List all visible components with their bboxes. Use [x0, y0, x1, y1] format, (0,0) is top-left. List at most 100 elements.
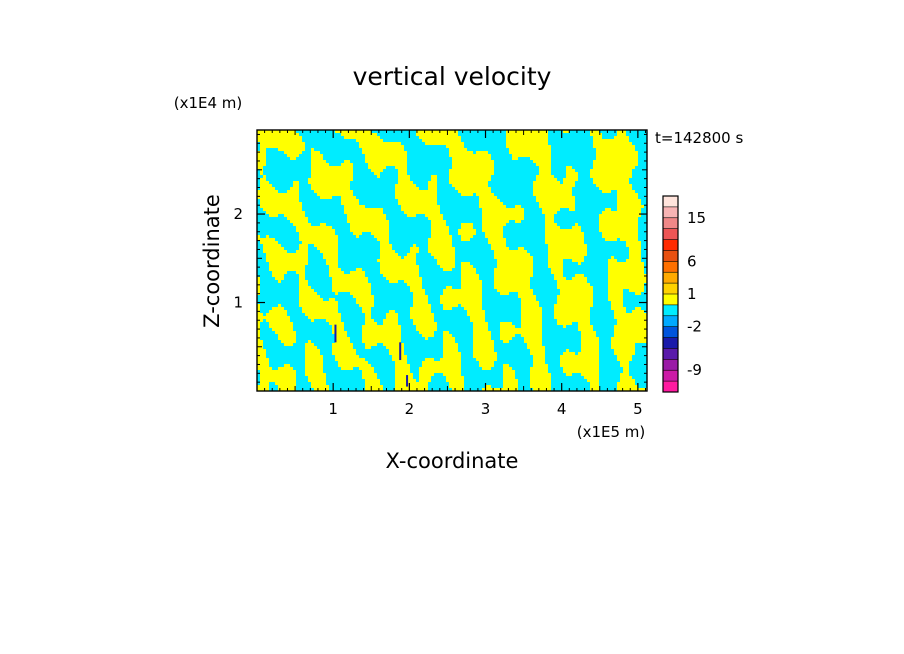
field-cell-positive [473, 343, 476, 346]
field-cell-positive [389, 331, 392, 334]
field-cell-positive [608, 238, 611, 241]
field-cell-positive [608, 214, 611, 217]
field-cell-positive [284, 151, 287, 154]
field-cell-positive [410, 307, 413, 310]
field-cell-positive [539, 166, 542, 169]
field-cell-positive [500, 253, 503, 256]
field-cell-positive [593, 142, 596, 145]
field-cell-positive [323, 181, 326, 184]
field-cell-positive [602, 157, 605, 160]
field-cell-positive [623, 184, 626, 187]
field-cell-positive [398, 142, 401, 145]
field-cell-positive [296, 211, 299, 214]
field-cell-positive [392, 325, 395, 328]
field-cell-positive [635, 289, 638, 292]
field-cell-positive [329, 193, 332, 196]
field-cell-positive [263, 178, 266, 181]
field-cell-positive [488, 340, 491, 343]
field-cell-positive [263, 142, 266, 145]
field-cell-positive [416, 202, 419, 205]
field-cell-positive [611, 304, 614, 307]
field-cell-positive [392, 328, 395, 331]
field-cell-positive [368, 301, 371, 304]
field-cell-positive [452, 175, 455, 178]
field-cell-positive [632, 193, 635, 196]
field-cell-positive [305, 250, 308, 253]
field-cell-positive [608, 190, 611, 193]
field-cell-positive [626, 217, 629, 220]
field-cell-positive [638, 214, 641, 217]
field-cell-positive [620, 175, 623, 178]
field-cell-positive [461, 160, 464, 163]
field-cell-positive [620, 331, 623, 334]
field-cell-positive [557, 235, 560, 238]
field-cell-positive [401, 166, 404, 169]
field-cell-positive [455, 364, 458, 367]
field-cell-positive [263, 190, 266, 193]
field-cell-positive [554, 256, 557, 259]
field-cell-positive [620, 283, 623, 286]
field-cell-positive [572, 277, 575, 280]
field-cell-positive [587, 289, 590, 292]
field-cell-positive [632, 202, 635, 205]
field-cell-positive [449, 148, 452, 151]
field-cell-positive [329, 244, 332, 247]
field-cell-positive [320, 223, 323, 226]
field-cell-positive [578, 307, 581, 310]
field-cell-positive [380, 238, 383, 241]
field-cell-positive [581, 274, 584, 277]
field-cell-positive [479, 343, 482, 346]
field-cell-positive [479, 163, 482, 166]
field-cell-positive [308, 229, 311, 232]
field-cell-positive [422, 313, 425, 316]
field-cell-positive [464, 166, 467, 169]
field-cell-positive [536, 316, 539, 319]
field-cell-positive [437, 142, 440, 145]
field-cell-positive [557, 208, 560, 211]
field-cell-positive [500, 232, 503, 235]
field-cell-positive [410, 262, 413, 265]
field-cell-positive [524, 139, 527, 142]
field-cell-positive [590, 130, 593, 133]
field-cell-positive [599, 214, 602, 217]
field-cell-positive [425, 319, 428, 322]
field-cell-positive [350, 130, 353, 133]
field-cell-positive [473, 286, 476, 289]
field-cell-positive [467, 280, 470, 283]
field-cell-positive [620, 163, 623, 166]
field-cell-positive [269, 322, 272, 325]
field-cell-positive [377, 223, 380, 226]
field-cell-positive [629, 151, 632, 154]
field-cell-positive [545, 241, 548, 244]
field-cell-positive [383, 223, 386, 226]
field-cell-positive [293, 256, 296, 259]
field-cell-positive [431, 178, 434, 181]
field-cell-positive [377, 226, 380, 229]
field-cell-positive [536, 328, 539, 331]
field-cell-positive [416, 304, 419, 307]
field-cell-positive [599, 223, 602, 226]
field-cell-positive [614, 316, 617, 319]
field-cell-positive [626, 187, 629, 190]
field-cell-positive [569, 280, 572, 283]
field-cell-positive [392, 271, 395, 274]
field-cell-positive [593, 355, 596, 358]
field-cell-positive [398, 181, 401, 184]
field-cell-positive [476, 178, 479, 181]
field-cell-positive [440, 238, 443, 241]
field-cell-positive [605, 166, 608, 169]
field-cell-positive [410, 289, 413, 292]
field-cell-positive [449, 178, 452, 181]
field-cell-positive [539, 175, 542, 178]
field-cell-positive [410, 253, 413, 256]
field-cell-positive [347, 286, 350, 289]
field-cell-positive [584, 325, 587, 328]
field-cell-positive [530, 151, 533, 154]
field-cell-positive [572, 364, 575, 367]
field-cell-positive [470, 178, 473, 181]
field-cell-positive [266, 208, 269, 211]
field-cell-positive [350, 349, 353, 352]
field-cell-positive [518, 286, 521, 289]
field-cell-positive [545, 136, 548, 139]
field-cell-positive [563, 250, 566, 253]
